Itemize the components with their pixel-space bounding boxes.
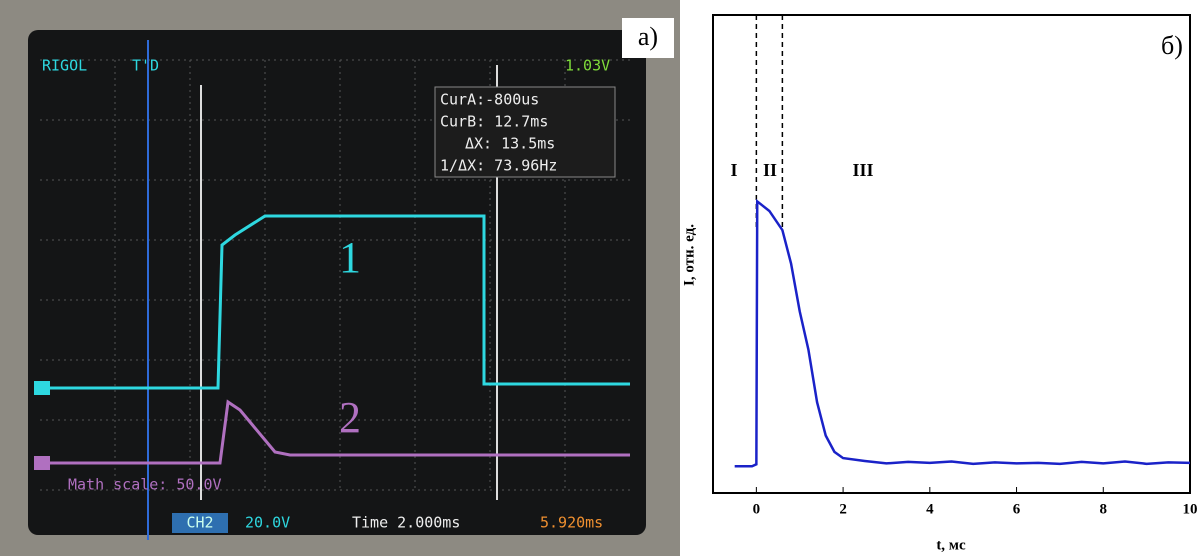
region-label: II bbox=[763, 160, 777, 180]
panel-label: б) bbox=[1161, 31, 1183, 60]
trace-label: 2 bbox=[339, 393, 361, 442]
readout-box bbox=[434, 86, 616, 178]
region-label: III bbox=[852, 160, 873, 180]
trace-label: 1 bbox=[339, 233, 361, 282]
x-tick-label: 6 bbox=[1013, 501, 1021, 517]
readout: CurB: 12.7ms bbox=[440, 113, 548, 131]
x-axis-label: t, мс bbox=[936, 537, 966, 553]
x-tick-label: 4 bbox=[926, 501, 934, 517]
channel-scale: 20.0V bbox=[245, 514, 290, 532]
readout: ΔX: 13.5ms bbox=[465, 135, 555, 153]
readout: 1/ΔX: 73.96Hz bbox=[440, 157, 557, 175]
scope-grid bbox=[40, 59, 630, 491]
x-tick-label: 0 bbox=[753, 501, 761, 517]
readout: CurA:-800us bbox=[440, 91, 539, 109]
trigger-offset: 5.920ms bbox=[540, 514, 603, 532]
region-label: I bbox=[730, 160, 737, 180]
ch2-marker bbox=[34, 456, 50, 470]
timebase: Time 2.000ms bbox=[352, 514, 460, 532]
trace-2 bbox=[40, 399, 630, 465]
label-bg bbox=[622, 18, 674, 58]
y-axis-label: I, отн. ед. bbox=[681, 224, 697, 286]
plot-frame bbox=[712, 14, 1191, 494]
chart: б) t, мс I, отн. ед. 0 2 4 6 8 10I II III bbox=[681, 14, 1198, 553]
trigger-level: 1.03V bbox=[565, 57, 610, 75]
oscilloscope-photo: а) RIGOL T'D 1.03V CurA:-800us CurB: 12.… bbox=[0, 0, 680, 556]
brand: RIGOL bbox=[42, 57, 87, 75]
x-tick-label: 10 bbox=[1183, 501, 1198, 517]
channel: CH2 bbox=[186, 514, 213, 532]
trace-1 bbox=[40, 214, 630, 390]
trigger-state: T'D bbox=[132, 57, 159, 75]
ch1-marker bbox=[34, 381, 50, 395]
x-tick-label: 2 bbox=[839, 501, 847, 517]
x-tick-label: 8 bbox=[1100, 501, 1108, 517]
math-scale: Math scale: 50.0V bbox=[68, 476, 222, 494]
data-line bbox=[734, 198, 1191, 468]
panel-label: а) bbox=[638, 22, 658, 51]
channel-badge bbox=[172, 513, 228, 533]
